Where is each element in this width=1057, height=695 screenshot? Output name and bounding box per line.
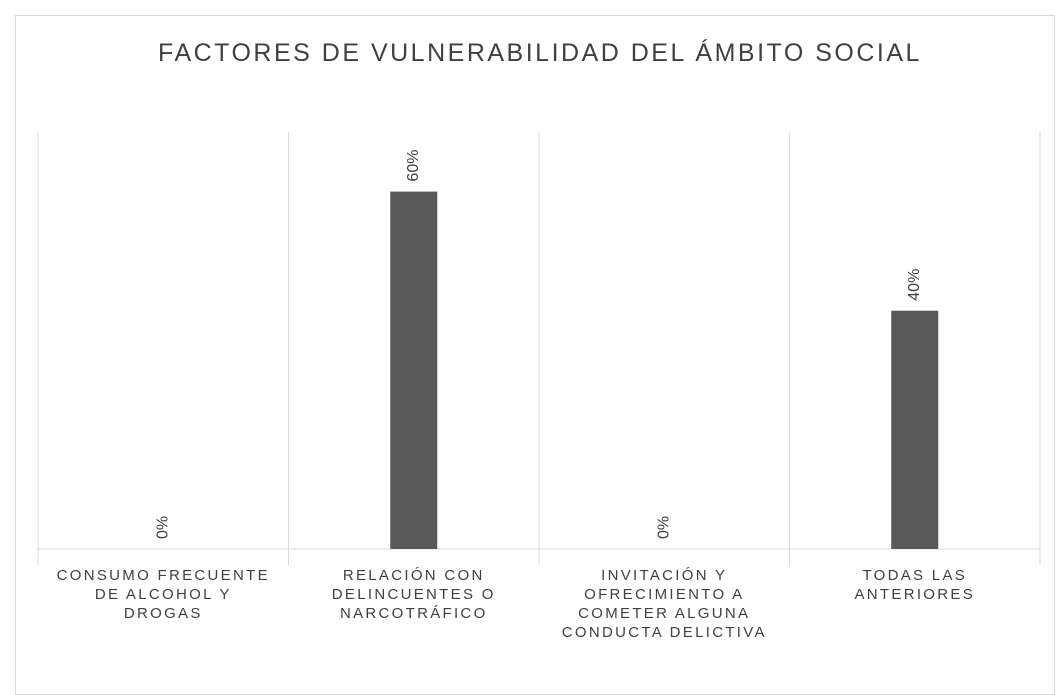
bar (891, 310, 939, 549)
page: FACTORES DE VULNERABILIDAD DEL ÁMBITO SO… (15, 15, 1055, 695)
data-label: 0% (154, 516, 171, 539)
chart: 0% 60% 0% 40% (37, 132, 1041, 565)
chart-title: FACTORES DE VULNERABILIDAD DEL ÁMBITO SO… (158, 39, 922, 67)
x-tick-label: RELACIÓN CON DELINCUENTES O NARCOTRÁFICO (331, 567, 496, 622)
x-tick-label: INVITACIÓN Y OFRECIMIENTO A COMETER ALGU… (561, 567, 767, 641)
x-tick-label: TODAS LAS ANTERIORES (854, 567, 975, 603)
data-label: 60% (405, 150, 422, 182)
data-label: 40% (906, 269, 923, 301)
x-tick-label: CONSUMO FRECUENTE DE ALCOHOL Y DROGAS (56, 567, 270, 622)
bar (390, 191, 438, 550)
data-label: 0% (655, 516, 672, 539)
